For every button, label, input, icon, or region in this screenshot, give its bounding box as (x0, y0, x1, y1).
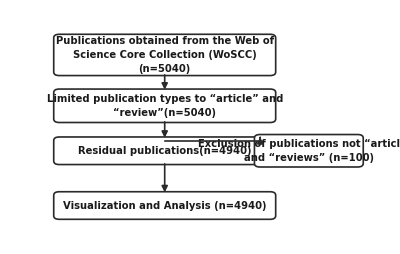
Text: Limited publication types to “article” and
“review”(n=5040): Limited publication types to “article” a… (46, 94, 283, 118)
FancyBboxPatch shape (254, 135, 363, 167)
FancyBboxPatch shape (54, 89, 276, 122)
FancyBboxPatch shape (54, 34, 276, 75)
FancyBboxPatch shape (54, 192, 276, 219)
Text: Exclusion of publications not “articles”
and “reviews” (n=100): Exclusion of publications not “articles”… (198, 139, 400, 163)
Text: Residual publications(n=4940): Residual publications(n=4940) (78, 146, 252, 156)
FancyBboxPatch shape (54, 137, 276, 165)
Text: Publications obtained from the Web of
Science Core Collection (WoSCC)
(n=5040): Publications obtained from the Web of Sc… (56, 36, 274, 73)
Text: Visualization and Analysis (n=4940): Visualization and Analysis (n=4940) (63, 200, 266, 211)
